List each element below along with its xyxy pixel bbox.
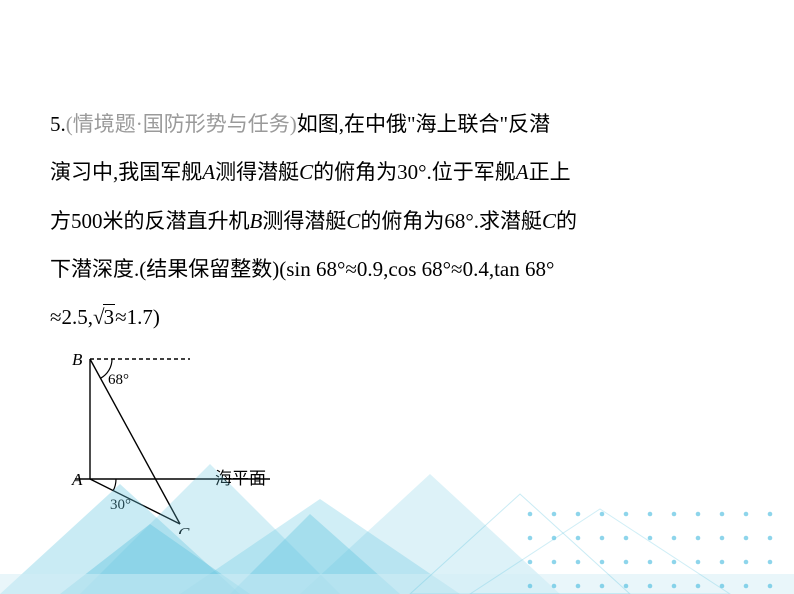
question-number: 5. [50, 112, 66, 136]
text-frag: 的俯角为68°.求潜艇 [360, 209, 542, 233]
var-A: A [516, 160, 529, 184]
var-C: C [299, 160, 313, 184]
svg-text:A: A [71, 470, 83, 489]
var-B: B [250, 209, 263, 233]
text-frag: 正上 [529, 160, 571, 184]
geometry-diagram: B A C 68° 30° 海平面 [60, 349, 744, 551]
question-text: 5.(情境题·国防形势与任务)如图,在中俄"海上联合"反潜 演习中,我国军舰A测… [50, 100, 744, 341]
text-frag: ≈1.7) [115, 305, 160, 329]
svg-text:30°: 30° [110, 497, 131, 513]
text-frag: 的 [556, 209, 577, 233]
sqrt-arg: 3 [103, 304, 116, 329]
text-frag: 下潜深度.(结果保留整数)(sin 68°≈0.9,cos 68°≈0.4,ta… [50, 257, 554, 281]
svg-text:68°: 68° [108, 372, 129, 388]
text-frag: 测得潜艇 [215, 160, 299, 184]
var-A: A [202, 160, 215, 184]
question-block: 5.(情境题·国防形势与任务)如图,在中俄"海上联合"反潜 演习中,我国军舰A测… [0, 0, 794, 552]
svg-text:海平面: 海平面 [215, 469, 266, 488]
sqrt-expr: √3 [93, 293, 115, 341]
text-frag: 如图,在中俄"海上联合"反潜 [297, 112, 550, 136]
diagram-svg: B A C 68° 30° 海平面 [60, 349, 360, 534]
text-frag: ≈2.5, [50, 305, 93, 329]
text-frag: 的俯角为30°.位于军舰 [313, 160, 516, 184]
var-C: C [346, 209, 360, 233]
svg-text:C: C [178, 524, 190, 534]
context-label: (情境题·国防形势与任务) [66, 112, 297, 136]
text-frag: 方500米的反潜直升机 [50, 209, 250, 233]
var-C: C [542, 209, 556, 233]
svg-text:B: B [72, 350, 83, 369]
text-frag: 演习中,我国军舰 [50, 160, 202, 184]
text-frag: 测得潜艇 [262, 209, 346, 233]
